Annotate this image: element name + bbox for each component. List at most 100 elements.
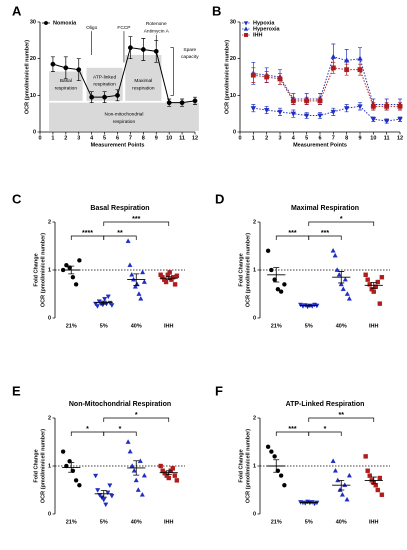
data-point (73, 282, 79, 287)
data-point (330, 458, 336, 463)
data-point (95, 488, 101, 493)
data-point (96, 299, 102, 305)
data-point (384, 103, 390, 109)
annotation: capacity (181, 54, 199, 60)
x-tick-label: 9 (155, 135, 158, 141)
error-bar (100, 300, 107, 305)
data-point (383, 119, 390, 125)
y-tick-label: 30 (30, 19, 36, 25)
x-tick-label: 11 (384, 135, 390, 141)
significance-label: *** (288, 426, 296, 433)
x-tick-label: 40% (131, 519, 142, 525)
data-point (265, 444, 271, 449)
significance-bracket (103, 431, 137, 436)
data-point (373, 483, 378, 488)
x-tick-label: 5% (305, 323, 313, 329)
y-tick-label: 0 (33, 129, 36, 135)
significance-label: * (86, 426, 89, 433)
data-point (379, 492, 385, 497)
data-point (334, 267, 340, 272)
data-point (135, 487, 141, 492)
legend-marker (243, 26, 249, 31)
data-point (166, 475, 171, 481)
y-tick-label: 10 (230, 93, 236, 99)
data-point (115, 92, 120, 98)
annotation: Rotenone (146, 21, 167, 27)
data-point (125, 238, 131, 243)
data-point (338, 281, 344, 287)
error-bar (370, 282, 377, 289)
x-tick-label: 6 (116, 135, 119, 141)
data-point (263, 108, 270, 114)
significance-bracket (103, 221, 170, 226)
data-point (357, 67, 363, 73)
data-point (153, 48, 159, 54)
data-point (140, 47, 146, 52)
data-point (330, 65, 336, 71)
x-tick-label: 11 (179, 135, 185, 141)
series-line (253, 56, 400, 105)
series-line (253, 67, 400, 107)
data-point (272, 454, 277, 459)
data-point (363, 454, 368, 459)
data-point (379, 275, 385, 280)
data-point (102, 94, 107, 100)
data-point (133, 477, 139, 483)
x-tick-label: 7 (129, 135, 132, 141)
data-point (277, 76, 283, 82)
annotation: respiration (93, 82, 116, 88)
x-tick-label: 7 (332, 135, 335, 141)
data-point (170, 466, 176, 471)
y-tick-label: 1 (253, 267, 256, 273)
data-point (375, 487, 381, 493)
x-tick-label: 0 (38, 135, 41, 141)
data-point (282, 483, 287, 488)
data-point (50, 61, 56, 67)
annotation: respiration (55, 85, 78, 91)
data-point (140, 269, 146, 275)
data-point (70, 275, 76, 280)
data-point (172, 282, 178, 287)
data-point (77, 258, 82, 263)
y-tick-label: 0 (253, 511, 256, 517)
y-axis-label: Fold Change (33, 449, 39, 482)
data-point (290, 98, 296, 104)
x-tick-label: 0 (238, 135, 241, 141)
x-tick-label: 5 (305, 135, 308, 141)
x-tick-label: 10 (166, 135, 172, 141)
error-bar (165, 470, 172, 476)
annotation: Antimycin A (144, 28, 170, 34)
data-point (127, 448, 133, 454)
x-tick-label: 21% (271, 323, 282, 329)
x-tick-label: 12 (397, 135, 403, 141)
data-point (269, 267, 274, 273)
legend-label: Hyperoxia (253, 26, 281, 32)
x-tick-label: 8 (142, 135, 145, 141)
data-point (336, 271, 342, 277)
y-axis-label: OCR (pmol/min/cell number) (224, 40, 230, 114)
error-bar (338, 271, 345, 284)
y-tick-label: 10 (30, 93, 36, 99)
error-bar (273, 267, 280, 283)
data-point (102, 297, 108, 302)
data-point (346, 472, 352, 478)
data-point (192, 98, 198, 104)
x-tick-label: 4 (292, 135, 296, 141)
data-point (330, 53, 337, 59)
data-point (60, 449, 66, 454)
panel-letter: F (215, 383, 223, 398)
annotation: ATP-linked (93, 74, 116, 80)
data-point (365, 277, 370, 282)
annotation: Basal (60, 78, 72, 84)
y-tick-label: 1 (48, 463, 51, 469)
x-tick-label: 2 (265, 135, 268, 141)
data-point (370, 117, 377, 123)
data-point (158, 463, 163, 469)
data-point (365, 468, 370, 473)
data-point (174, 478, 180, 483)
significance-label: **** (82, 230, 93, 237)
data-point (64, 263, 69, 268)
legend-label: Hypoxia (253, 20, 275, 26)
error-bar (305, 501, 312, 504)
